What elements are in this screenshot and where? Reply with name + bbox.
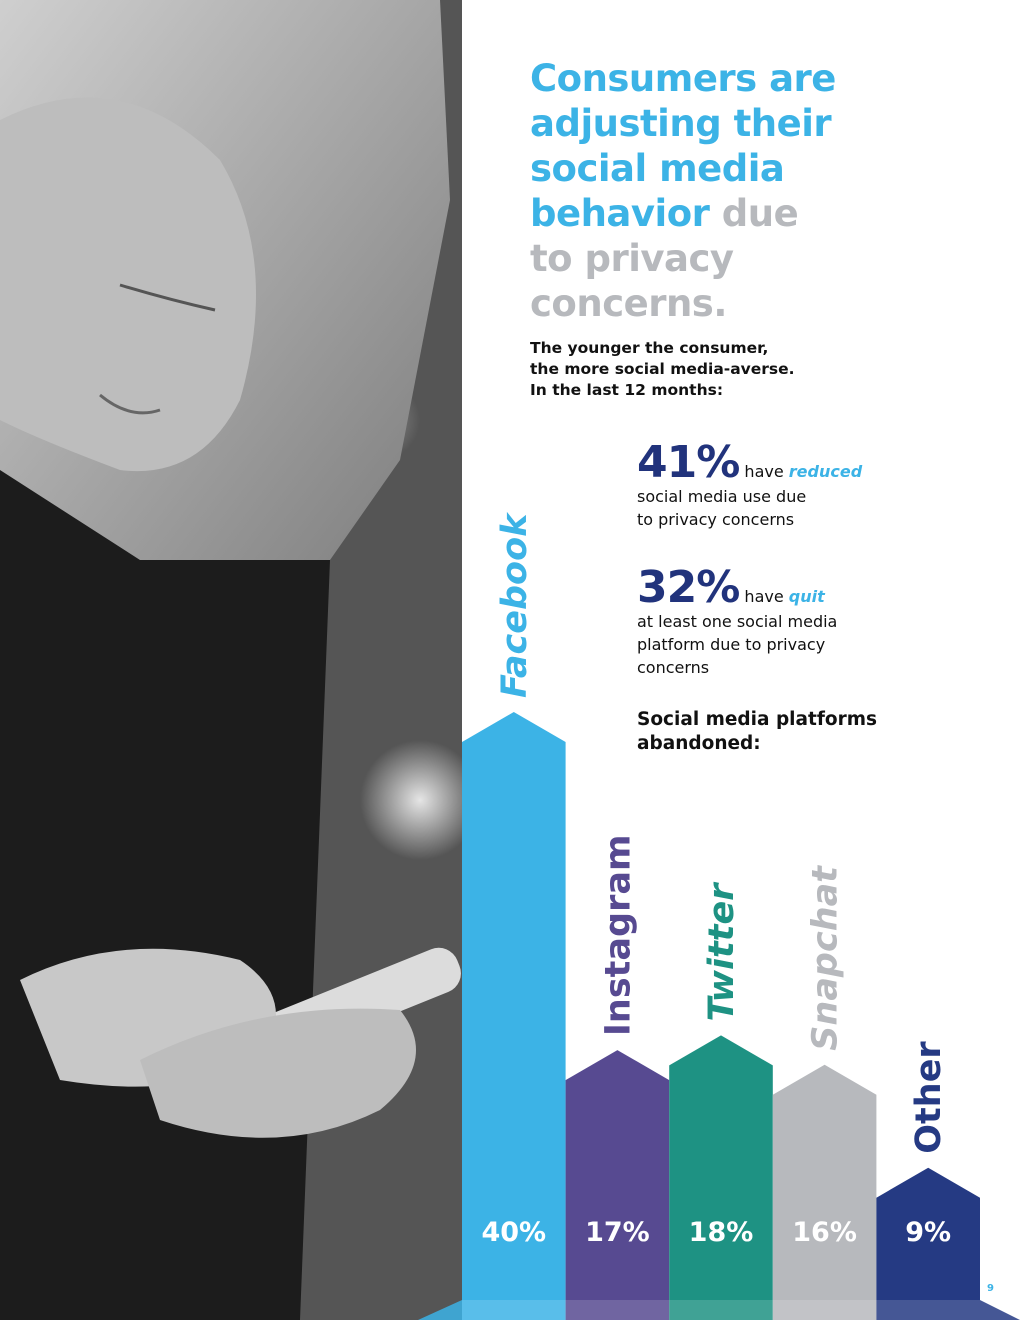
- category-label-twitter: Twitter: [702, 881, 742, 1022]
- stat-desc-line: to privacy concerns: [637, 510, 795, 529]
- base-band-facebook: [418, 1300, 566, 1320]
- base-band-other: [876, 1300, 1020, 1320]
- bar-twitter: [669, 1035, 773, 1300]
- bar-facebook: [462, 712, 566, 1300]
- headline-line-1: Consumers are: [530, 57, 836, 100]
- value-label-other: 9%: [905, 1217, 951, 1248]
- chart-subhead-line: Social media platforms: [637, 709, 878, 730]
- stat-quit: 32% have quit at least one social media …: [637, 566, 897, 679]
- stat-have: have: [744, 462, 784, 481]
- chart-subhead: Social media platforms abandoned:: [637, 708, 897, 756]
- headline-line-5: to privacy: [530, 237, 734, 280]
- bar-instagram: [565, 1050, 670, 1300]
- headline-line-6: concerns.: [530, 282, 727, 325]
- bar-other: [876, 1167, 980, 1300]
- intro-line: the more social media-averse.: [530, 360, 795, 378]
- stat-reduced: 41% have reduced social media use due to…: [637, 441, 897, 531]
- category-label-instagram: Instagram: [598, 835, 638, 1037]
- page-number: 9: [987, 1283, 994, 1294]
- stat-emphasis: reduced: [788, 462, 863, 481]
- intro-text: The younger the consumer, the more socia…: [530, 338, 850, 401]
- headline-line-2: adjusting their: [530, 102, 832, 145]
- stat-desc-line: at least one social media: [637, 612, 838, 631]
- value-label-twitter: 18%: [689, 1217, 754, 1248]
- headline-line-4-blue: behavior: [530, 192, 710, 235]
- value-label-snapchat: 16%: [792, 1217, 857, 1248]
- headline-line-3: social media: [530, 147, 785, 190]
- base-band-instagram: [565, 1300, 670, 1320]
- headline: Consumers are adjusting their social med…: [530, 56, 860, 326]
- headline-line-4-gray: due: [721, 192, 799, 235]
- stat-desc-line: platform due to privacy: [637, 635, 826, 654]
- chart-subhead-line: abandoned:: [637, 733, 761, 754]
- category-label-facebook: Facebook: [495, 511, 535, 698]
- base-band-twitter: [669, 1300, 773, 1320]
- woman-with-phone-photo: [0, 0, 462, 1320]
- stat-value: 41%: [637, 437, 740, 488]
- category-label-other: Other: [909, 1041, 949, 1154]
- stat-desc-line: social media use due: [637, 487, 807, 506]
- intro-line: In the last 12 months:: [530, 381, 724, 399]
- intro-line: The younger the consumer,: [530, 339, 769, 357]
- stat-have: have: [744, 587, 784, 606]
- value-label-facebook: 40%: [481, 1217, 546, 1248]
- value-label-instagram: 17%: [585, 1217, 650, 1248]
- stat-desc-line: concerns: [637, 658, 710, 677]
- stat-emphasis: quit: [788, 587, 825, 606]
- bar-snapchat: [772, 1064, 877, 1300]
- category-label-snapchat: Snapchat: [806, 865, 846, 1051]
- stat-value: 32%: [637, 562, 740, 613]
- base-band-snapchat: [772, 1300, 877, 1320]
